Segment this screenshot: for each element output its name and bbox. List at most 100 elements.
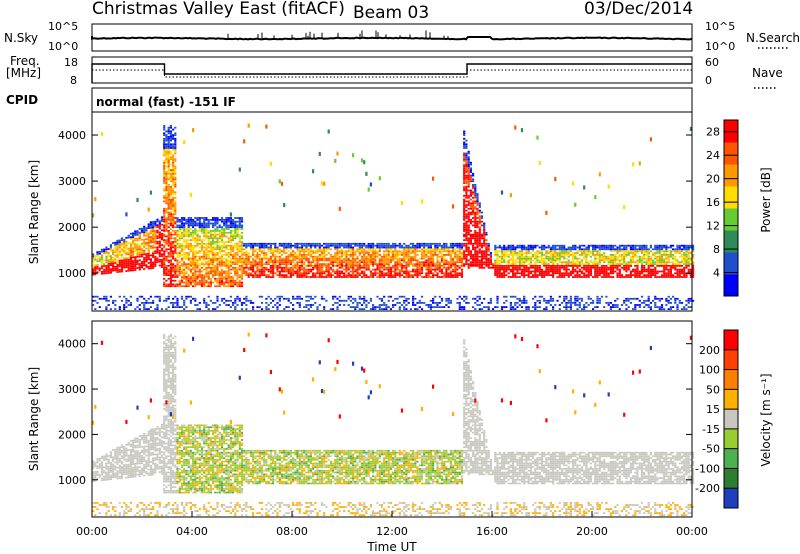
power-cell (169, 158, 172, 160)
power-cell (465, 163, 468, 166)
power-cell (172, 176, 175, 179)
power-cell (214, 235, 217, 238)
power-cell (112, 256, 115, 259)
power-cell (220, 220, 224, 223)
power-cell (209, 235, 212, 238)
power-cell (183, 263, 186, 265)
power-cell (465, 165, 468, 168)
power-cell (583, 266, 586, 269)
power-cell (347, 261, 350, 264)
power-cell (463, 252, 466, 254)
power-cell (189, 281, 192, 284)
power-cell (160, 238, 164, 241)
power-cell (174, 217, 177, 219)
power-cell (496, 246, 499, 249)
power-cell (469, 163, 472, 166)
power-cell (423, 252, 426, 254)
power-cell (474, 257, 477, 260)
power-cell (452, 276, 455, 278)
power-cell (352, 263, 355, 265)
power-cell (160, 249, 164, 252)
power-cell (296, 265, 299, 267)
power-cell (223, 241, 226, 243)
power-cell (392, 244, 395, 247)
power-cell (174, 171, 177, 173)
power-cell (436, 263, 439, 265)
power-cell (118, 308, 121, 310)
power-cell (298, 297, 301, 300)
power-cell (463, 147, 466, 149)
power-cell (189, 235, 192, 238)
power-cell (198, 246, 201, 249)
power-cell (154, 242, 157, 245)
power-cell (212, 265, 215, 267)
power-cell (160, 266, 164, 268)
power-cell (587, 274, 590, 276)
power-cell (165, 217, 168, 219)
power-cell (160, 236, 164, 239)
power-cell (467, 246, 470, 249)
power-cell (534, 252, 537, 254)
power-cell (443, 257, 446, 260)
power-cell (156, 231, 159, 234)
power-cell (174, 295, 177, 298)
power-cell (498, 266, 501, 269)
power-cell (167, 137, 170, 140)
power-cell (283, 203, 286, 208)
power-cell (165, 299, 168, 302)
power-cell (509, 257, 512, 260)
power-cell (178, 255, 181, 258)
power-cell (198, 226, 201, 229)
power-cell (118, 239, 121, 242)
freq-tick-bottom: 8 (70, 74, 77, 87)
power-cell (529, 252, 532, 254)
power-cell (547, 268, 550, 271)
power-cell (314, 252, 317, 254)
power-cell (116, 243, 119, 246)
power-cell (234, 231, 237, 234)
power-cell (163, 265, 166, 267)
power-cell (360, 242, 364, 245)
power-cell (245, 272, 248, 275)
power-cell (192, 224, 195, 227)
power-cell (396, 257, 399, 260)
power-cell (178, 270, 181, 273)
power-cell (512, 255, 515, 258)
power-cell (165, 160, 168, 162)
power-cell (372, 261, 375, 264)
power-cell (309, 261, 312, 264)
power-cell (92, 295, 95, 298)
power-cell (243, 254, 246, 256)
power-cell (356, 302, 359, 304)
power-cell (389, 259, 392, 262)
power-cell (172, 180, 175, 183)
power-cell (478, 231, 481, 234)
power-cell (220, 259, 224, 262)
power-cell (440, 254, 444, 256)
power-cell (472, 187, 475, 190)
power-cell (463, 158, 466, 160)
power-cell (214, 308, 217, 310)
power-cell (367, 257, 370, 260)
power-cell (380, 276, 384, 278)
power-cell (167, 237, 170, 240)
power-cell (165, 130, 168, 133)
power-cell (145, 247, 148, 250)
power-cell (183, 217, 186, 219)
power-cell (276, 308, 279, 310)
power-cell (314, 266, 317, 269)
power-cell (198, 235, 201, 238)
power-cell (429, 248, 432, 251)
power-cell (338, 272, 341, 275)
power-cell (167, 265, 170, 267)
power-cell (285, 266, 288, 269)
power-cell (460, 254, 464, 256)
power-cell (563, 297, 566, 300)
power-cell (274, 246, 277, 249)
power-cell (458, 246, 461, 249)
power-cell (209, 261, 212, 264)
power-cell (147, 227, 150, 229)
power-cell (465, 156, 468, 159)
power-cell (109, 260, 112, 263)
power-cell (436, 248, 439, 251)
